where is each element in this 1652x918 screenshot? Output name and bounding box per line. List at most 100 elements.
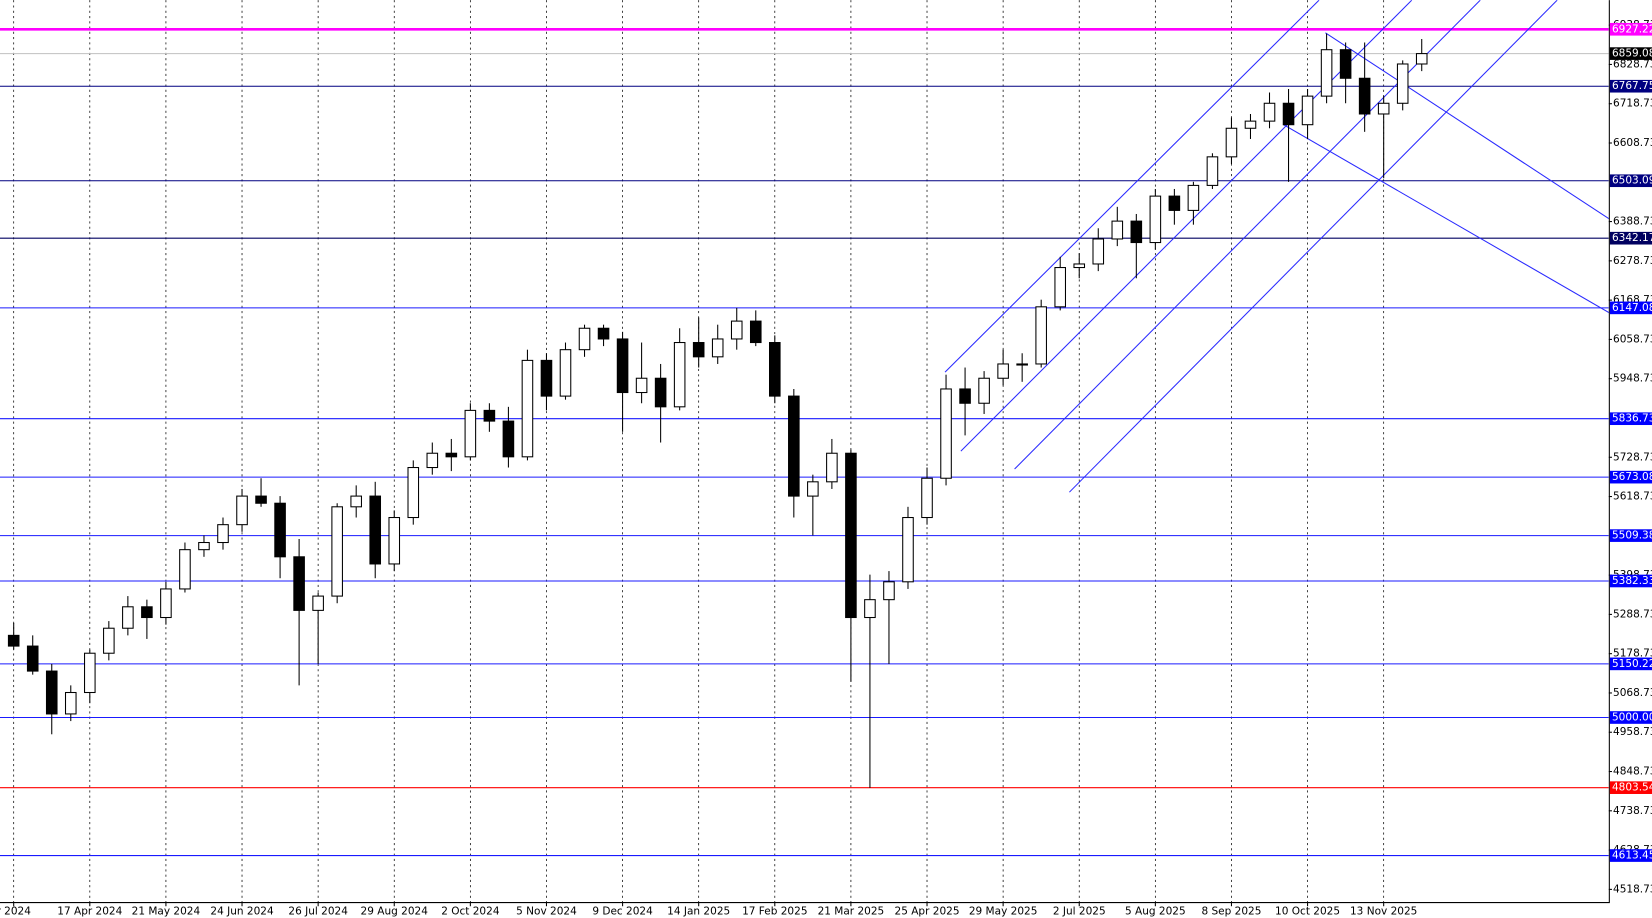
level-label: 6342.17 bbox=[1612, 232, 1652, 244]
y-tick-label: 4738.73 bbox=[1613, 805, 1652, 817]
level-label-bg bbox=[1609, 301, 1652, 315]
candle-body bbox=[711, 338, 724, 358]
y-tick-label: 5178.73 bbox=[1613, 648, 1652, 660]
candle-body bbox=[445, 452, 458, 458]
level-label: 5150.22 bbox=[1612, 658, 1652, 670]
level-label: 5836.73 bbox=[1612, 413, 1652, 425]
level-label: 5673.08 bbox=[1612, 471, 1652, 483]
candle-body bbox=[1016, 363, 1028, 366]
candle-body bbox=[64, 691, 77, 715]
y-tick-label: 4848.73 bbox=[1613, 766, 1652, 778]
candle-body bbox=[1111, 220, 1124, 240]
candle-body bbox=[1320, 49, 1333, 97]
channel-line bbox=[1325, 32, 1609, 220]
candle-body bbox=[312, 595, 324, 611]
y-tick-label: 5288.73 bbox=[1613, 608, 1652, 620]
level-label-bg bbox=[1609, 47, 1652, 60]
x-tick-label: 25 Apr 2025 bbox=[895, 906, 960, 918]
candle-body bbox=[1244, 120, 1257, 129]
y-tick-label: 5948.73 bbox=[1613, 373, 1652, 385]
x-tick-label: 29 May 2025 bbox=[969, 906, 1038, 918]
x-tick-label: 17 Apr 2024 bbox=[57, 906, 122, 918]
candle-body bbox=[293, 556, 305, 611]
x-tick-label: 21 Mar 2025 bbox=[818, 906, 885, 918]
candle-body bbox=[883, 581, 895, 601]
level-label-bg bbox=[1609, 22, 1652, 36]
candle-body bbox=[141, 606, 153, 619]
candle-body bbox=[730, 320, 743, 340]
candle-body bbox=[1263, 102, 1276, 122]
level-label-bg bbox=[1609, 849, 1652, 862]
candle-body bbox=[597, 327, 610, 340]
level-label-bg bbox=[1609, 711, 1652, 724]
x-tick-label: 8 Sep 2025 bbox=[1201, 906, 1261, 918]
y-tick-label: 6058.73 bbox=[1613, 333, 1652, 345]
candle-body bbox=[179, 549, 191, 590]
level-label-bg bbox=[1609, 79, 1652, 93]
candle-body bbox=[45, 670, 58, 715]
y-tick-label: 5728.73 bbox=[1613, 451, 1652, 463]
level-label: 6503.09 bbox=[1612, 175, 1652, 187]
candle-body bbox=[616, 338, 629, 394]
candle-body bbox=[122, 606, 134, 629]
level-label-bg bbox=[1609, 174, 1652, 188]
candle-body bbox=[388, 516, 401, 565]
candle-body bbox=[369, 495, 382, 565]
candle-body bbox=[673, 342, 686, 408]
candle-body bbox=[997, 363, 1009, 379]
level-label-bg bbox=[1609, 231, 1652, 245]
level-label-bg bbox=[1609, 412, 1652, 426]
candle-body bbox=[1282, 102, 1295, 126]
level-label-bg bbox=[1609, 574, 1652, 588]
candle-body bbox=[654, 377, 667, 408]
levels bbox=[0, 27, 1609, 857]
level-label: 6927.22 bbox=[1612, 23, 1652, 35]
x-tick-label: 2 Oct 2024 bbox=[441, 906, 500, 918]
candle-body bbox=[1339, 49, 1352, 79]
y-tick-label: 6718.73 bbox=[1613, 98, 1652, 110]
candle-body bbox=[749, 320, 762, 344]
candle-body bbox=[1187, 184, 1200, 211]
candle-body bbox=[692, 342, 705, 358]
x-tick-label: 2 Jul 2025 bbox=[1053, 906, 1106, 918]
candle-body bbox=[274, 502, 286, 558]
candle-body bbox=[1092, 238, 1105, 265]
candle-body bbox=[1035, 306, 1047, 365]
candle-body bbox=[921, 477, 933, 519]
candle-body bbox=[1168, 195, 1181, 211]
level-label: 5000.00 bbox=[1612, 712, 1652, 724]
candle-body bbox=[559, 349, 572, 397]
level-label: 6859.08 bbox=[1612, 48, 1652, 60]
x-tick-label: 26 Jul 2024 bbox=[288, 906, 348, 918]
candle-body bbox=[502, 420, 515, 458]
level-label: 4803.54 bbox=[1612, 782, 1652, 794]
level-label: 4613.45 bbox=[1612, 850, 1652, 862]
x-tick-label: 14 Jan 2025 bbox=[667, 906, 730, 918]
y-tick-label: 6828.73 bbox=[1613, 58, 1652, 70]
channel-line bbox=[944, 0, 1320, 373]
axis-labels: 6938.736828.736718.736608.736388.736278.… bbox=[0, 19, 1652, 918]
candle-body bbox=[26, 645, 39, 672]
y-tick-label: 5618.73 bbox=[1613, 491, 1652, 503]
channel-line bbox=[1069, 0, 1558, 493]
level-label-bg bbox=[1609, 657, 1652, 671]
candle-body bbox=[1415, 53, 1428, 65]
x-tick-label: 10 Oct 2025 bbox=[1275, 906, 1340, 918]
channel-line bbox=[960, 0, 1413, 452]
level-label-bg bbox=[1609, 470, 1652, 484]
candle-body bbox=[426, 452, 439, 469]
x-tick-label: r 2024 bbox=[0, 906, 31, 918]
candle-body bbox=[1377, 102, 1390, 115]
candle-body bbox=[198, 541, 210, 551]
y-tick-label: 4958.73 bbox=[1613, 726, 1652, 738]
candle-body bbox=[769, 342, 781, 397]
candle-body bbox=[236, 495, 248, 526]
level-label: 5382.33 bbox=[1612, 575, 1652, 587]
candle-body bbox=[407, 466, 420, 519]
candle-body bbox=[103, 627, 115, 654]
candles bbox=[7, 33, 1428, 788]
y-tick-label: 6388.73 bbox=[1613, 216, 1652, 228]
level-label-bg bbox=[1609, 529, 1652, 542]
level-label: 5509.38 bbox=[1612, 530, 1652, 542]
